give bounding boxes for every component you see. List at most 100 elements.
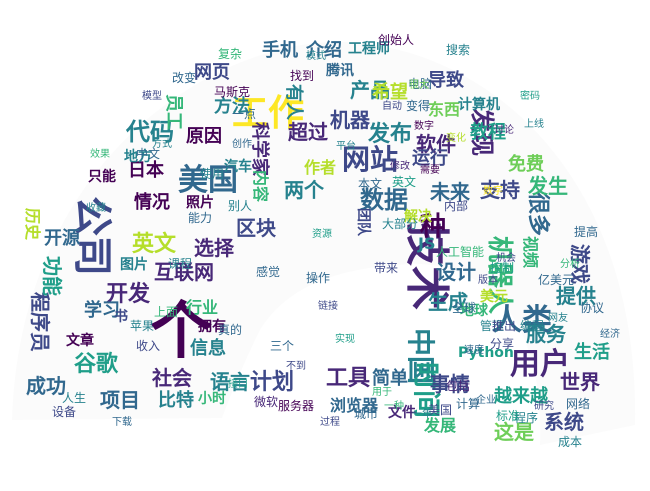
cloud-word: 创始人 — [378, 33, 415, 47]
cloud-word: 数据 — [360, 186, 408, 214]
cloud-word: 超过 — [288, 120, 328, 144]
cloud-word: 马斯克 — [214, 85, 251, 99]
cloud-word: 免费 — [508, 154, 544, 175]
cloud-word: 希望 — [372, 82, 408, 103]
cloud-word: 工具 — [326, 366, 371, 391]
cloud-word: 创作 — [232, 139, 252, 150]
cloud-word: 两个 — [284, 178, 324, 202]
cloud-word: 网站 — [342, 143, 399, 176]
cloud-word: 变得 — [406, 99, 431, 113]
cloud-word: 科学家 — [249, 122, 270, 176]
cloud-word: 发布 — [368, 122, 413, 147]
cloud-word: 美元 — [480, 289, 508, 305]
cloud-word: 找到 — [290, 69, 315, 83]
cloud-word: 企业 — [476, 395, 496, 406]
cloud-word: 一点 — [232, 107, 257, 121]
cloud-word: 版本 — [478, 275, 498, 286]
cloud-word: 人类 — [492, 303, 552, 338]
cloud-word: 手机 — [262, 40, 298, 61]
cloud-word: 小时 — [198, 391, 226, 407]
cloud-word: 产品 — [350, 78, 390, 102]
cloud-word: 选择 — [194, 236, 234, 260]
cloud-word: 微软 — [254, 395, 279, 409]
cloud-word: 未来 — [430, 180, 470, 204]
cloud-word: 平台 — [336, 141, 356, 152]
cloud-word: 网络 — [566, 397, 591, 411]
cloud-word: 东西 — [428, 100, 461, 119]
cloud-word: 变化 — [446, 133, 466, 144]
cloud-word: 网页 — [194, 62, 230, 83]
cloud-word: 课程 — [168, 257, 193, 271]
cloud-word: 运行 — [412, 148, 448, 169]
cloud-word: 服务 — [526, 322, 566, 346]
cloud-word: 人工智能 — [436, 245, 485, 259]
cloud-word: 英文 — [132, 232, 177, 257]
cloud-word: 设备 — [52, 405, 77, 419]
cloud-word: 软件 — [416, 132, 456, 156]
cloud-word: 推出 — [492, 319, 517, 333]
cloud-word: 服务器 — [278, 399, 315, 413]
cloud-word: 中文 — [136, 147, 161, 161]
cloud-word: 工作 — [232, 93, 305, 134]
cloud-word: 比特 — [158, 390, 194, 411]
cloud-word: 城市 — [354, 407, 379, 421]
cloud-word: 书 — [114, 309, 128, 325]
cloud-word: 事情 — [430, 372, 470, 396]
cloud-word: 地方 — [124, 149, 152, 165]
cloud-word: 功能 — [40, 256, 64, 296]
cloud-word: 代码 — [126, 118, 174, 146]
cloud-word: 实现 — [335, 334, 355, 345]
cloud-word: 内部 — [444, 199, 469, 213]
cloud-word: 感觉 — [256, 265, 281, 279]
cloud-word: 自动 — [382, 101, 402, 112]
cloud-word: 开源 — [44, 228, 80, 249]
cloud-word: 拥有 — [198, 319, 226, 335]
cloud-word: 上线 — [524, 119, 544, 130]
cloud-word: 用户 — [510, 347, 570, 382]
cloud-word: 协议 — [580, 301, 605, 315]
cloud-word: 视频 — [521, 236, 540, 269]
cloud-word: 发生 — [528, 174, 568, 198]
cloud-word: 模型 — [142, 91, 162, 102]
cloud-word: 程序 — [514, 411, 539, 425]
cloud-word: 导致 — [428, 70, 464, 91]
cloud-word: 开发 — [106, 282, 151, 307]
cloud-word: 本文 — [358, 177, 383, 191]
cloud-word: JS — [418, 234, 436, 253]
cloud-word: 很大 — [409, 80, 429, 91]
cloud-word: 研究 — [534, 401, 554, 412]
cloud-word: 编程 — [520, 319, 545, 333]
cloud-word: 别人 — [228, 199, 253, 213]
cloud-word: 全球 — [452, 301, 477, 315]
cloud-word: 包括 — [446, 379, 471, 393]
cloud-word: 程序员 — [28, 292, 52, 352]
cloud-word: 有人 — [283, 84, 304, 120]
cloud-word: 提供 — [556, 284, 596, 308]
cloud-word: 图片 — [120, 257, 148, 273]
cloud-word: 信息 — [190, 338, 226, 359]
cloud-word: 文件 — [388, 405, 416, 421]
cloud-word: 带来 — [374, 261, 399, 275]
cloud-word: 不到 — [286, 361, 306, 372]
cloud-word: 世界 — [560, 370, 600, 394]
cloud-word: 发展 — [424, 416, 457, 435]
cloud-word: 人生 — [62, 391, 87, 405]
cloud-word: 只能 — [88, 169, 116, 185]
cloud-word: Python — [458, 345, 514, 361]
cloud-word: 收藏 — [86, 203, 106, 214]
cloud-word: 复杂 — [218, 47, 243, 61]
cloud-word: 提高 — [574, 225, 599, 239]
cloud-word: 接口 — [228, 379, 248, 390]
cloud-word: 机器 — [330, 108, 370, 132]
cloud-word: 照片 — [186, 195, 214, 211]
cloud-word: 苹果 — [130, 319, 155, 333]
cloud-word: 介绍 — [306, 40, 342, 61]
cloud-word: 讨论 — [494, 125, 514, 136]
cloud-word: 下载 — [112, 417, 132, 428]
cloud-word: 控制 — [490, 261, 515, 275]
cloud-word: 谷歌 — [74, 352, 119, 377]
cloud-word: 资源 — [312, 229, 332, 240]
cloud-word: 区块 — [236, 216, 276, 240]
